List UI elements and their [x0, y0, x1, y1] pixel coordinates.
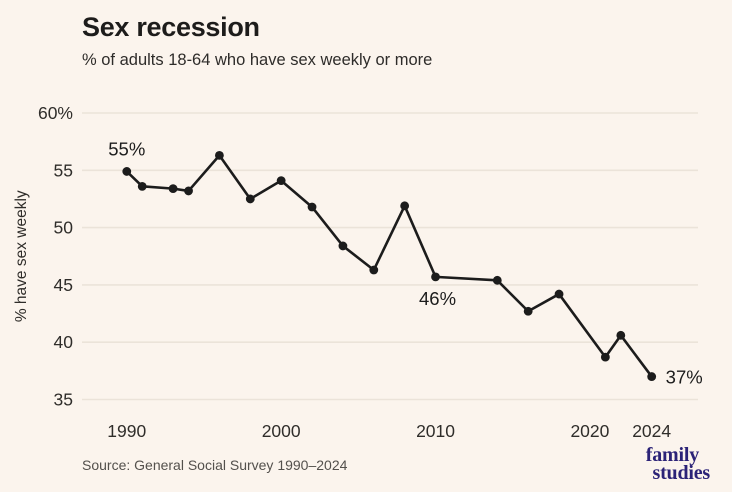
data-point: [245, 194, 255, 204]
data-point: [122, 167, 132, 176]
data-label: 46%: [419, 288, 456, 309]
data-label: 37%: [666, 367, 703, 388]
data-point: [184, 186, 193, 196]
data-point: [554, 289, 564, 299]
data-point: [369, 265, 379, 275]
data-point: [492, 275, 502, 285]
logo-word-family: family: [645, 444, 699, 466]
data-point: [647, 372, 657, 381]
data-point: [338, 241, 348, 251]
y-tick-label: 40: [54, 332, 74, 352]
logo-word-studies: studies: [652, 462, 710, 484]
y-tick-label: 45: [54, 275, 73, 295]
data-point: [168, 184, 178, 194]
chart-title: Sex recession: [82, 12, 260, 42]
data-point: [276, 176, 286, 186]
data-point: [523, 306, 533, 316]
x-tick-label: 2024: [632, 421, 671, 441]
data-point: [600, 352, 610, 362]
source-note: Source: General Social Survey 1990–2024: [82, 457, 348, 473]
data-point: [215, 151, 224, 160]
data-point: [400, 201, 410, 211]
x-tick-label: 2000: [262, 421, 301, 441]
data-point: [616, 330, 626, 340]
chart-subtitle: % of adults 18-64 who have sex weekly or…: [82, 51, 433, 69]
data-line: [125, 154, 653, 378]
family-studies-logo: family studies: [645, 444, 710, 484]
data-label: 55%: [108, 138, 145, 159]
data-point: [137, 181, 147, 191]
data-point: [431, 272, 440, 282]
data-point: [307, 202, 317, 212]
y-tick-label: 35: [54, 390, 73, 410]
y-axis-title: % have sex weekly: [13, 190, 30, 322]
y-tick-label: 55: [54, 160, 73, 180]
x-tick-label: 2020: [570, 421, 609, 441]
y-tick-label: 50: [54, 218, 74, 238]
x-tick-label: 1990: [107, 421, 146, 441]
x-tick-label: 2010: [416, 421, 455, 441]
y-tick-label: 60%: [38, 103, 73, 123]
